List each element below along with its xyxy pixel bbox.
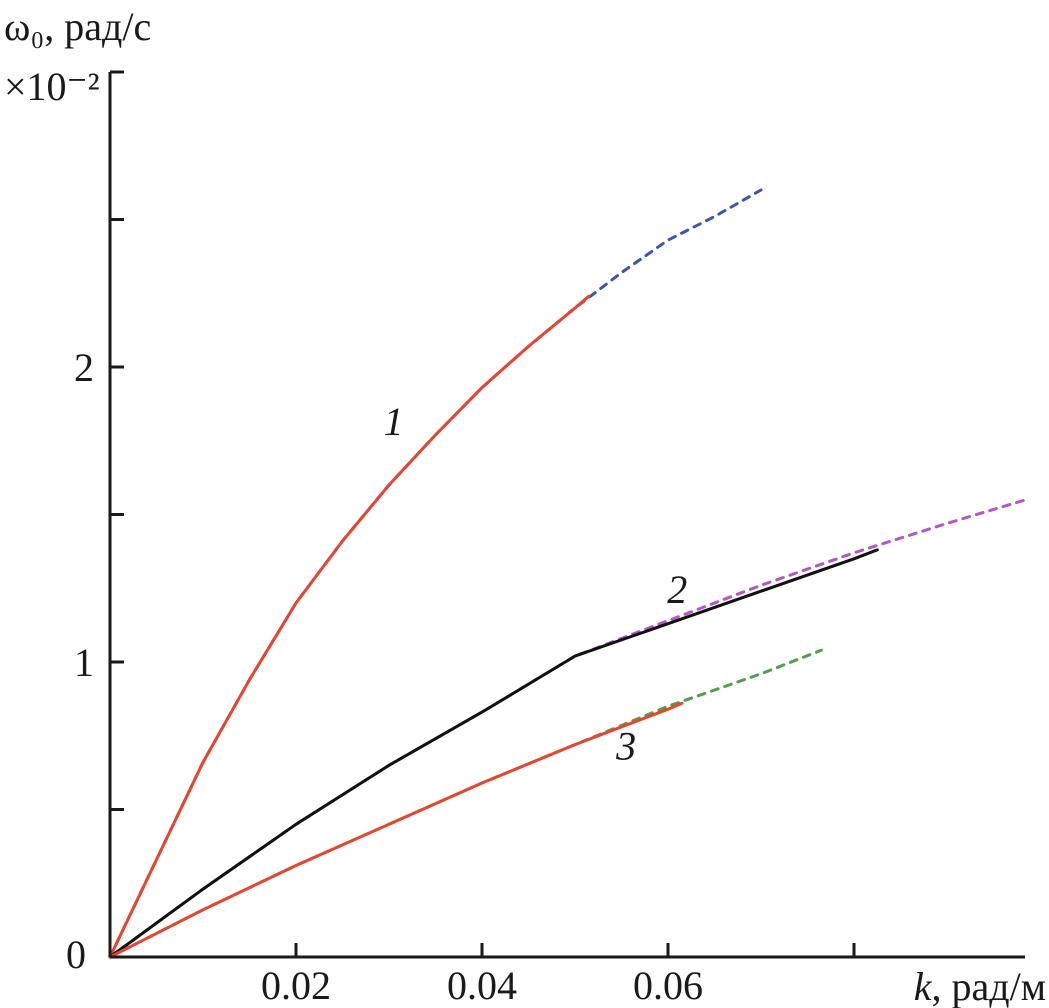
series-line-2-solid <box>108 548 879 959</box>
series-layer <box>108 188 1028 959</box>
x-axis-unit: , рад/м <box>931 964 1046 1008</box>
ticks-layer: 1 2 0.02 0.04 0.06 <box>74 70 856 1008</box>
curve-labels-layer: 1 2 3 <box>384 399 688 768</box>
series-line-4-solid <box>108 701 684 959</box>
axes-layer <box>108 72 1025 959</box>
origin-label: 0 <box>66 932 86 977</box>
series-line-1-dashed <box>108 188 763 959</box>
series-line-0-solid <box>108 294 591 959</box>
y-tick-label-2: 1 <box>74 640 94 685</box>
labels-layer: ω₀, рад/с ×10⁻² k, рад/м 0 <box>4 4 1046 1008</box>
y-axis-multiplier: ×10⁻² <box>4 64 100 109</box>
curve-label-3: 3 <box>615 723 636 768</box>
x-axis-variable: k <box>914 964 933 1008</box>
curve-label-2: 2 <box>667 567 687 612</box>
series-line-5-dashed <box>108 648 823 959</box>
x-tick-label-0: 0.02 <box>261 963 331 1008</box>
x-axis-label: k, рад/м <box>914 964 1046 1008</box>
curve-label-1: 1 <box>384 399 404 444</box>
y-axis-label: ω₀, рад/с <box>4 4 151 49</box>
x-tick-label-1: 0.04 <box>447 963 517 1008</box>
x-tick-label-2: 0.06 <box>633 963 703 1008</box>
y-tick-label-4: 2 <box>74 345 94 390</box>
